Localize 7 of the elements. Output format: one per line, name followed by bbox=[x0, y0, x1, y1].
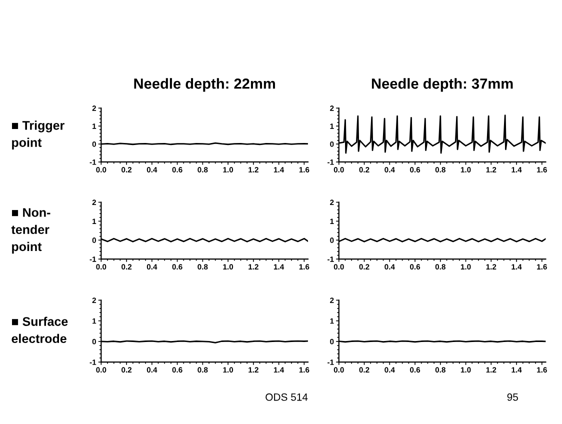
chart-title: Needle depth: 37mm bbox=[372, 78, 513, 92]
y-axis-title: ■ Trigger point bbox=[12, 120, 64, 150]
text: ODS 514 bbox=[266, 393, 308, 401]
text: 95 bbox=[507, 393, 518, 401]
chart-title: Needle depth: 22mm bbox=[134, 78, 275, 92]
y-axis-title: ■ Non- tender point bbox=[11, 208, 50, 254]
y-axis-title: ■ Surface electrode bbox=[12, 316, 68, 344]
